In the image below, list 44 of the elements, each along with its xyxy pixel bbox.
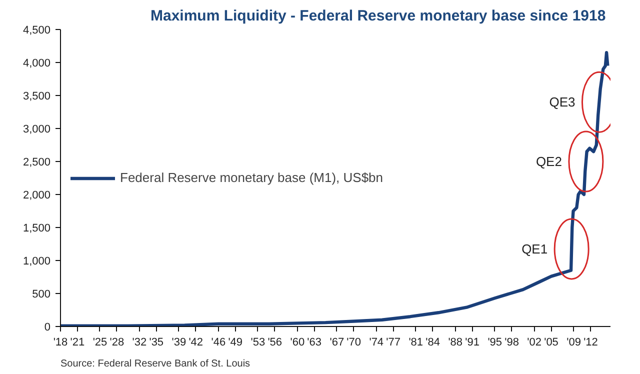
x-tick-label: '81 — [408, 336, 424, 348]
y-tick-label: 500 — [32, 288, 51, 300]
x-tick-label: '98 — [504, 336, 519, 348]
x-tick-label: '18 — [53, 336, 68, 348]
x-tick-label: '42 — [188, 336, 204, 348]
y-tick-label: 0 — [44, 322, 51, 334]
x-tick-label: '88 — [448, 336, 463, 348]
x-tick-label: '53 — [250, 336, 266, 348]
chart-title: Maximum Liquidity - Federal Reserve monetary base since 1918 — [150, 8, 606, 24]
y-tick-label: 1,500 — [22, 222, 51, 234]
x-tick-label: '49 — [228, 336, 243, 348]
annotation: QE1 — [522, 241, 548, 256]
x-tick-label: '56 — [268, 336, 282, 348]
x-tick-label: '32 — [132, 336, 147, 348]
y-tick-label: 3,500 — [22, 90, 51, 102]
x-tick-label: '39 — [172, 336, 186, 348]
x-tick-label: '28 — [110, 336, 124, 348]
y-tick-label: 1,000 — [22, 256, 51, 268]
x-tick-label: '60 — [290, 336, 305, 348]
y-tick-label: 2,000 — [22, 190, 51, 202]
x-tick-label: '67 — [330, 336, 344, 348]
annotation: QE2 — [536, 154, 562, 169]
x-tick-label: '84 — [426, 336, 440, 348]
y-tick-label: 2,500 — [22, 156, 51, 168]
source-note: Source: Federal Reserve Bank of St. Louis — [60, 358, 250, 370]
annotation: QE3 — [549, 94, 576, 110]
x-tick-label: '05 — [544, 336, 558, 348]
x-tick-label: '95 — [488, 336, 502, 348]
x-tick-label: '46 — [211, 336, 226, 348]
x-tick-label: '35 — [149, 336, 164, 348]
x-tick-label: '25 — [92, 336, 108, 348]
y-tick-label: 4,000 — [22, 58, 51, 70]
x-tick-label: '74 — [369, 336, 384, 348]
legend-label: Federal Reserve monetary base (M1), US$bn — [120, 170, 384, 185]
x-tick-label: '63 — [307, 336, 322, 348]
x-tick-label: '91 — [465, 336, 480, 348]
x-tick-label: '12 — [584, 336, 598, 348]
x-tick-label: '77 — [386, 336, 400, 348]
x-tick-label: '21 — [70, 336, 85, 348]
y-tick-label: 3,000 — [22, 124, 51, 136]
x-tick-label: '02 — [527, 336, 542, 348]
x-tick-label: '09 — [566, 336, 582, 348]
x-tick-label: '70 — [346, 336, 362, 348]
y-tick-label: 4,500 — [22, 24, 51, 36]
